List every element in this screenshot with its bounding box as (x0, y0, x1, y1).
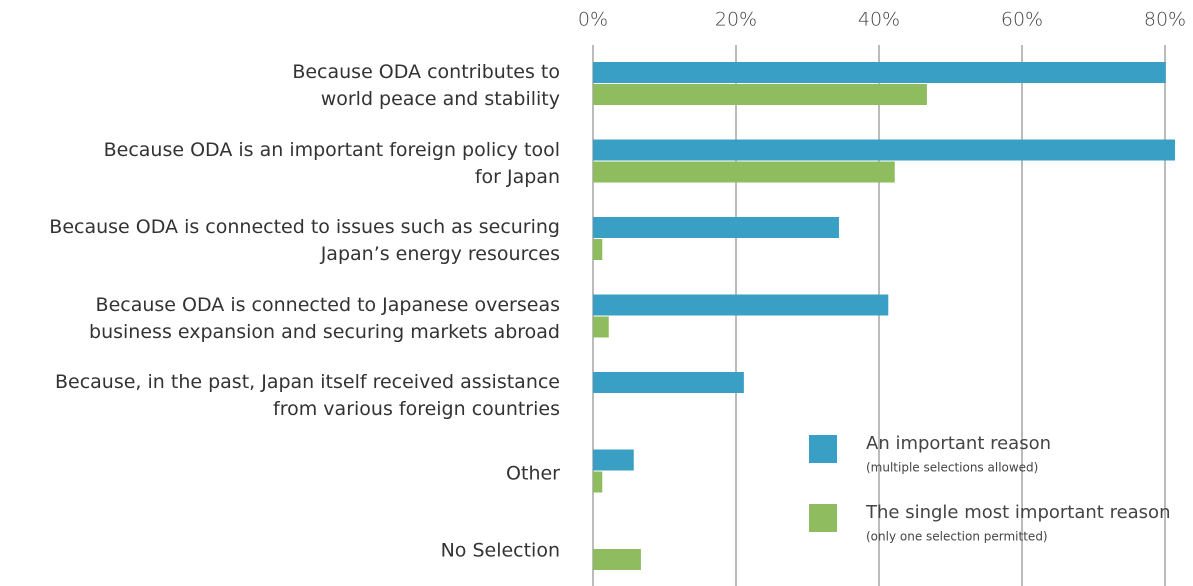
legend-label: An important reason (866, 433, 1051, 454)
bar (593, 84, 927, 105)
bar (593, 471, 603, 493)
bar (593, 139, 1176, 161)
bar (593, 161, 895, 183)
category-label: Other (506, 462, 560, 484)
category-label: Because ODA is connected to issues such … (49, 216, 560, 265)
bar (593, 62, 1166, 83)
legend-swatch (809, 504, 837, 532)
bar (593, 549, 641, 570)
category-label: Because ODA is an important foreign poli… (103, 138, 560, 188)
x-tick-label: 40% (858, 9, 900, 31)
bar (593, 239, 603, 260)
bar (593, 294, 889, 316)
bar (593, 316, 609, 338)
bar (593, 217, 839, 238)
bar (593, 372, 744, 393)
bar (593, 449, 634, 471)
legend-note: (multiple selections allowed) (866, 461, 1038, 475)
x-tick-label: 0% (578, 9, 608, 31)
x-tick-label: 20% (715, 9, 757, 31)
category-label: Because ODA is connected to Japanese ove… (89, 293, 560, 343)
legend-swatch (809, 435, 837, 463)
x-tick-label: 60% (1001, 9, 1043, 31)
category-label: No Selection (440, 539, 560, 562)
category-label: Because, in the past, Japan itself recei… (54, 371, 560, 420)
x-tick-label: 80% (1144, 9, 1186, 31)
legend-note: (only one selection permitted) (866, 530, 1048, 544)
category-label: Because ODA contributes to world peace a… (292, 61, 560, 110)
legend-label: The single most important reason (865, 502, 1170, 523)
